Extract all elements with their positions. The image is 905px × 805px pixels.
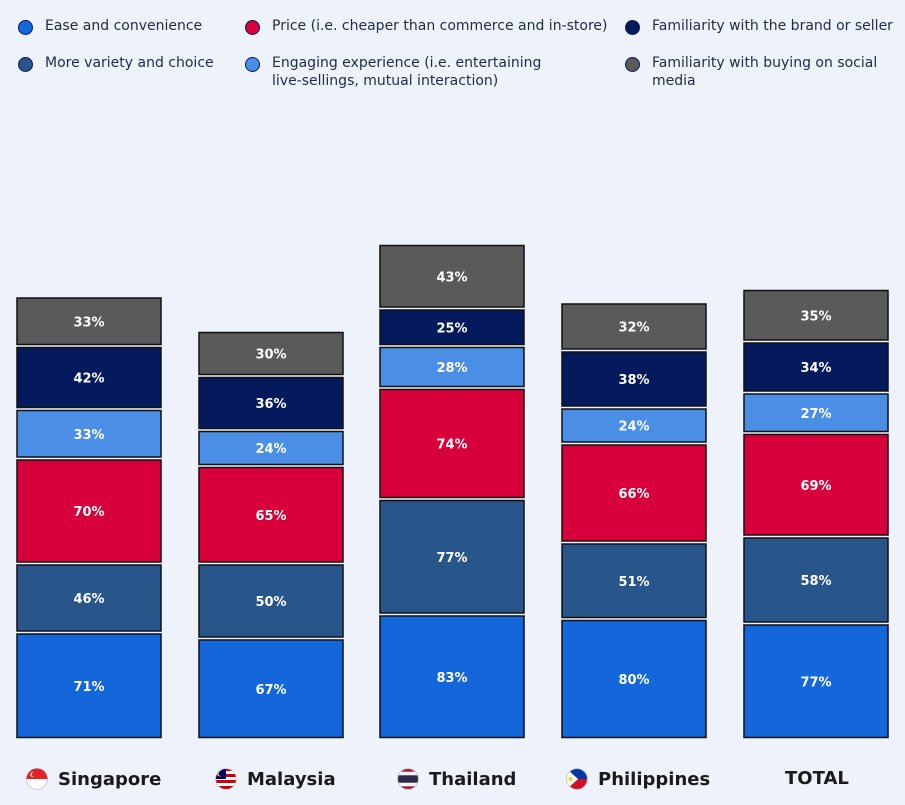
- bar-value-label: 67%: [255, 683, 286, 698]
- bar-segment: [379, 346, 525, 388]
- bar-value-label: 77%: [800, 675, 831, 690]
- bar-value-label: 33%: [73, 428, 104, 443]
- bar-value-label: 34%: [800, 361, 831, 376]
- bar-segment: [16, 346, 162, 409]
- legend-circle-icon: [245, 57, 260, 72]
- bar-value-label: 30%: [255, 348, 286, 363]
- legend-item-engaging: Engaging experience (i.e. entertaining l…: [245, 54, 575, 90]
- singapore-flag-icon: [26, 768, 48, 790]
- bar-value-label: 58%: [800, 574, 831, 589]
- malaysia-flag-icon: [215, 768, 237, 790]
- bar-value-label: 38%: [618, 373, 649, 388]
- bar-value-label: 65%: [255, 509, 286, 524]
- category-axis: Singapore Malaysia: [0, 760, 905, 800]
- category-total: TOTAL: [785, 768, 849, 789]
- category-thailand: Thailand: [397, 768, 516, 790]
- bar-segment: [16, 409, 162, 458]
- bar-segment: [16, 564, 162, 632]
- category-philippines: Philippines: [566, 768, 710, 790]
- bar-value-label: 42%: [73, 372, 104, 387]
- bar-segment: [561, 351, 707, 407]
- bar-value-label: 83%: [436, 671, 467, 686]
- bar-segment: [743, 433, 889, 536]
- legend-label: Engaging experience (i.e. entertaining l…: [272, 55, 542, 89]
- bar-value-label: 32%: [618, 321, 649, 336]
- bar-value-label: 33%: [73, 315, 104, 330]
- legend-item-price: Price (i.e. cheaper than commerce and in…: [245, 17, 608, 35]
- category-label: Philippines: [598, 768, 711, 790]
- bar-value-label: 51%: [618, 575, 649, 590]
- bar-value-label: 70%: [73, 505, 104, 520]
- category-label: TOTAL: [785, 768, 849, 789]
- bar-segment: [561, 543, 707, 619]
- bar-value-label: 36%: [255, 397, 286, 412]
- legend-circle-icon: [18, 57, 33, 72]
- legend-label: Familiarity with the brand or seller: [652, 18, 893, 34]
- bar-segment: [743, 624, 889, 739]
- bar-segment: [198, 376, 344, 430]
- bar-segment: [198, 564, 344, 638]
- bar-segment: [198, 639, 344, 739]
- legend-label: Familiarity with buying on social media: [652, 55, 878, 89]
- bar-segment: [379, 499, 525, 614]
- bar-segment: [743, 289, 889, 341]
- legend-item-variety: More variety and choice: [18, 54, 214, 72]
- category-malaysia: Malaysia: [215, 768, 336, 790]
- bar-segment: [561, 619, 707, 739]
- legend-item-brand: Familiarity with the brand or seller: [625, 17, 893, 35]
- bar-value-label: 27%: [800, 407, 831, 422]
- bar-value-label: 74%: [436, 438, 467, 453]
- legend-label: Price (i.e. cheaper than commerce and in…: [272, 18, 608, 34]
- bar-segment: [198, 430, 344, 466]
- legend-label: Ease and convenience: [45, 18, 203, 34]
- legend-label: More variety and choice: [45, 55, 214, 71]
- legend-circle-icon: [625, 20, 640, 35]
- bar-value-label: 69%: [800, 479, 831, 494]
- legend-circle-icon: [18, 20, 33, 35]
- bar-segment: [379, 244, 525, 308]
- bar-segment: [561, 444, 707, 542]
- bar-segment: [379, 309, 525, 346]
- bar-value-label: 66%: [618, 487, 649, 502]
- bar-segment: [16, 633, 162, 739]
- bar-segment: [198, 331, 344, 376]
- legend-circle-icon: [245, 20, 260, 35]
- bar-segment: [561, 303, 707, 350]
- legend-circle-icon: [625, 57, 640, 72]
- legend-item-social: Familiarity with buying on social media: [625, 54, 890, 90]
- category-label: Malaysia: [247, 768, 336, 790]
- bar-value-label: 80%: [618, 673, 649, 688]
- bar-value-label: 71%: [73, 680, 104, 695]
- bar-segment: [743, 342, 889, 392]
- bar-value-label: 50%: [255, 595, 286, 610]
- bar-segment: [743, 393, 889, 433]
- stacked-bar-chart: 71% 46% 70% 33% 42% 33% 67% 50% 65% 24% 36% 30% 83% 7…: [16, 244, 889, 739]
- category-label: Thailand: [429, 768, 517, 790]
- bar-segment: [198, 466, 344, 563]
- category-label: Singapore: [58, 768, 162, 790]
- bar-value-label: 46%: [73, 592, 104, 607]
- bar-value-label: 28%: [436, 361, 467, 376]
- bar-segment: [379, 388, 525, 499]
- bar-value-label: 35%: [800, 309, 831, 324]
- bar-segment: [16, 459, 162, 563]
- bar-value-label: 77%: [436, 551, 467, 566]
- philippines-flag-icon: [566, 768, 588, 790]
- bar-value-label: 43%: [436, 270, 467, 285]
- bar-segment: [561, 408, 707, 443]
- chart-legend: Ease and convenience Price (i.e. cheaper…: [0, 0, 905, 110]
- bar-value-label: 24%: [618, 420, 649, 435]
- thailand-flag-icon: [397, 768, 419, 790]
- bar-segment: [379, 615, 525, 739]
- bar-segment: [743, 537, 889, 623]
- legend-item-ease: Ease and convenience: [18, 17, 202, 35]
- bar-value-label: 24%: [255, 442, 286, 457]
- bar-value-label: 25%: [436, 321, 467, 336]
- bar-segment: [16, 297, 162, 346]
- category-singapore: Singapore: [26, 768, 161, 790]
